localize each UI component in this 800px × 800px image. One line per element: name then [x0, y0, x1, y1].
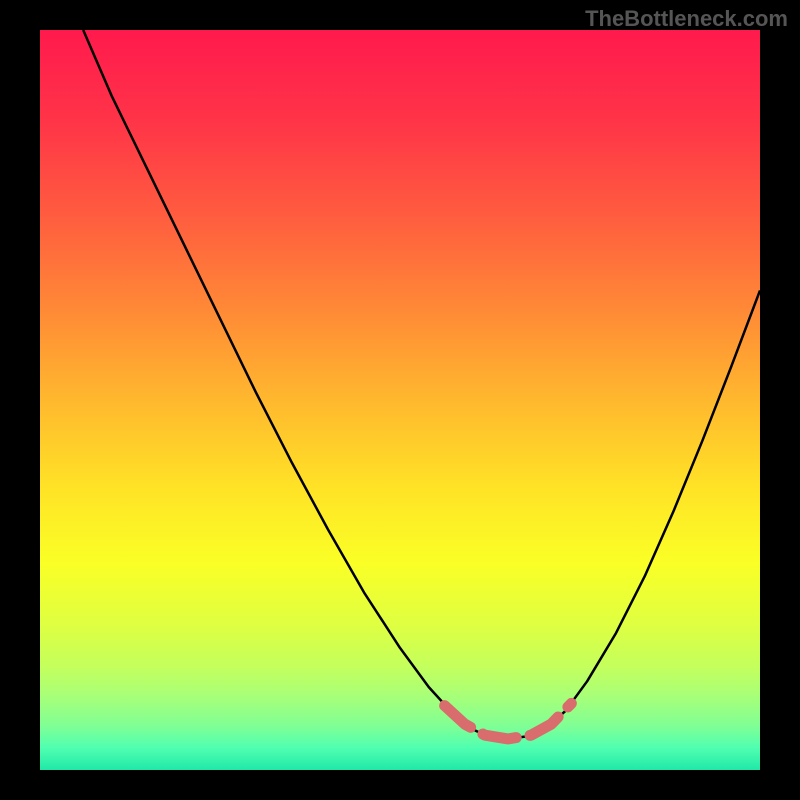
gradient-background [40, 30, 760, 770]
plot-area [40, 30, 760, 770]
chart-container: TheBottleneck.com [0, 0, 800, 800]
plot-svg [40, 30, 760, 770]
watermark-text: TheBottleneck.com [585, 6, 788, 32]
